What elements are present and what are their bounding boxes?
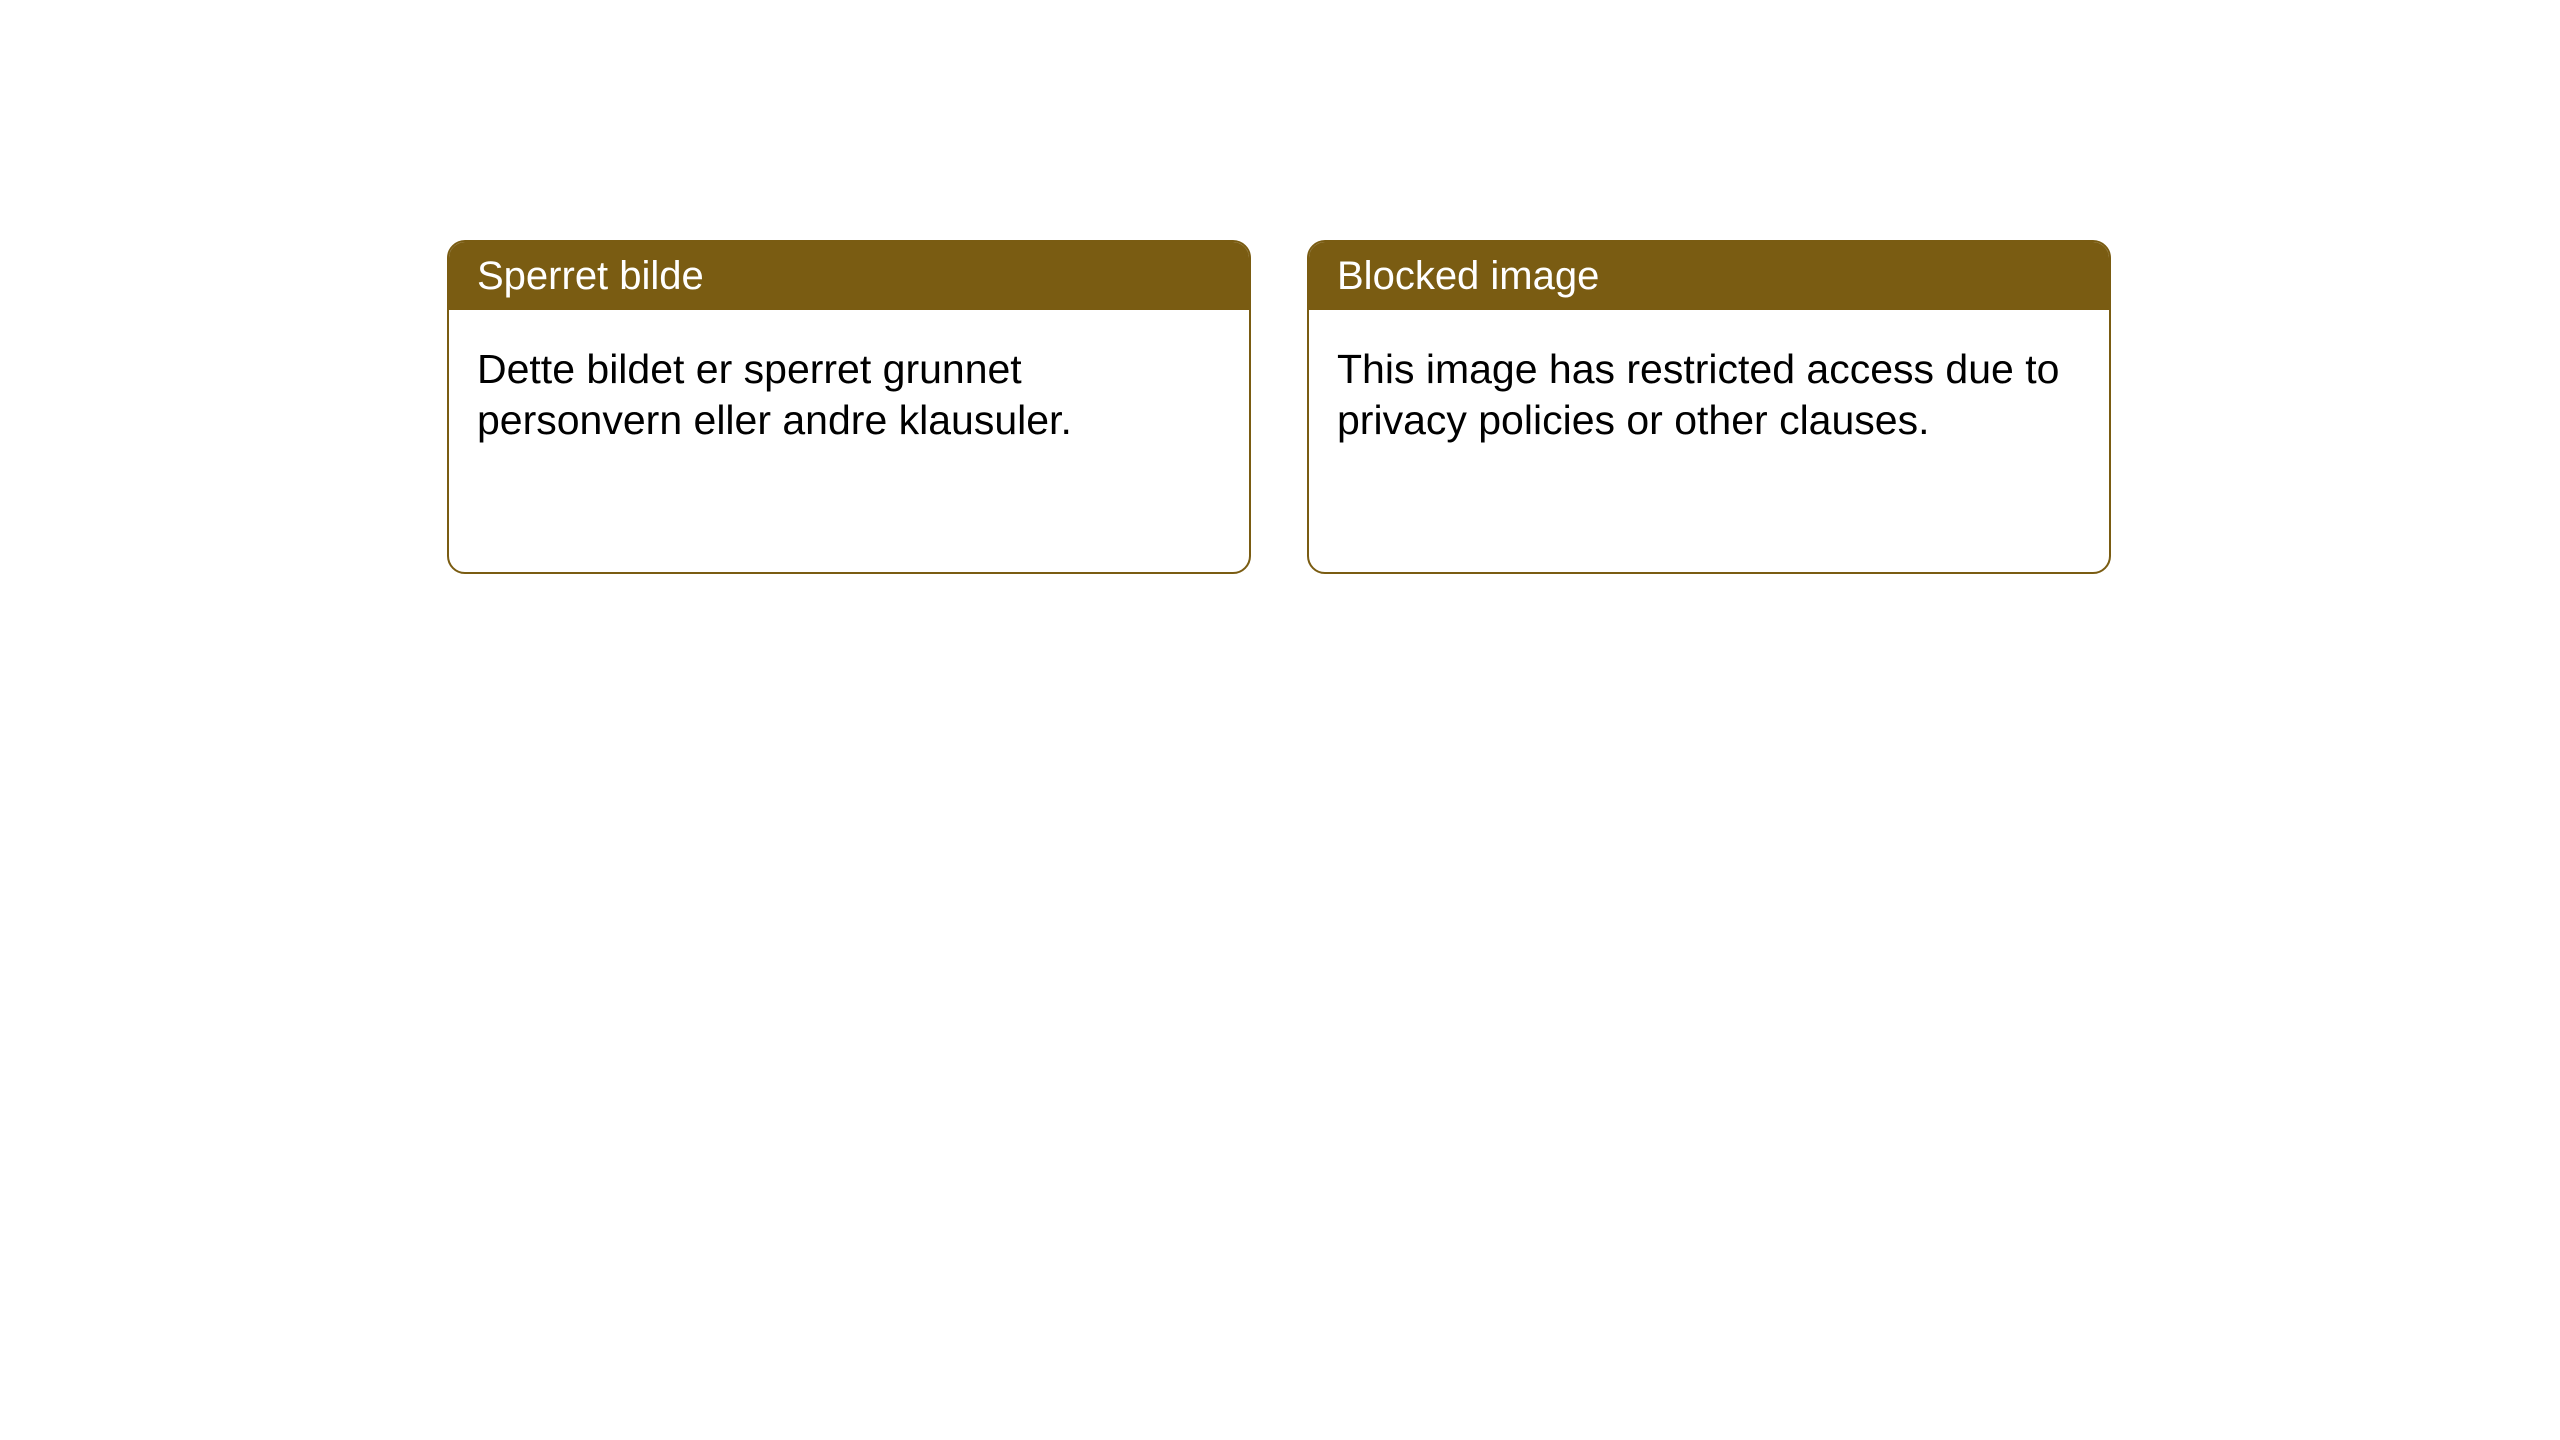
notice-card-norwegian: Sperret bilde Dette bildet er sperret gr… [447, 240, 1251, 574]
notice-card-body: Dette bildet er sperret grunnet personve… [449, 310, 1249, 572]
notice-cards-container: Sperret bilde Dette bildet er sperret gr… [447, 240, 2111, 574]
notice-card-title: Blocked image [1309, 242, 2109, 310]
notice-card-english: Blocked image This image has restricted … [1307, 240, 2111, 574]
notice-card-body: This image has restricted access due to … [1309, 310, 2109, 572]
notice-card-title: Sperret bilde [449, 242, 1249, 310]
